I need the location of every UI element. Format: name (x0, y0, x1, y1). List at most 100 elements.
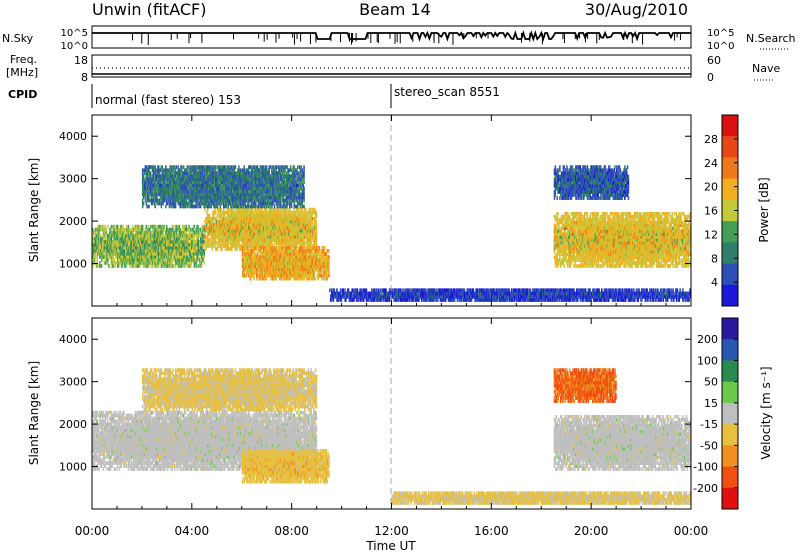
power-echo-cell (169, 236, 171, 241)
power-echo-cell (154, 174, 156, 178)
power-echo-cell (186, 186, 188, 191)
power-echo-cell (161, 174, 163, 178)
power-echo-cell (256, 192, 259, 197)
power-echo-cell (279, 180, 281, 185)
power-echo-cell (254, 235, 256, 239)
power-echo-cell (121, 239, 123, 244)
power-echo-cell (196, 186, 198, 191)
power-echo-cell (213, 201, 215, 206)
power-echo-cell (208, 204, 211, 209)
power-echo-cell (221, 177, 223, 182)
power-echo-cell (201, 249, 204, 253)
power-echo-cell (247, 216, 249, 221)
power-echo-cell (238, 192, 240, 197)
power-echo-cell (216, 195, 219, 200)
power-echo-cell (231, 226, 233, 230)
power-echo-cell (222, 198, 224, 203)
power-echo-cell (174, 227, 177, 232)
power-echo-cell (158, 233, 160, 238)
power-echo-cell (151, 168, 154, 172)
power-echo-cell (224, 235, 227, 239)
power-echo-cell (117, 236, 119, 241)
power-echo-cell (156, 239, 158, 244)
power-echo-cell (97, 236, 99, 241)
power-echo-cell (265, 168, 268, 172)
power-echo-cell (125, 258, 127, 262)
power-echo-cell (197, 189, 199, 194)
power-echo-cell (191, 168, 194, 172)
power-echo-cell (218, 235, 221, 239)
power-echo-cell (296, 229, 298, 233)
power-echo-cell (157, 264, 159, 268)
power-echo-cell (213, 183, 215, 188)
power-echo-cell (177, 174, 180, 178)
power-echo-cell (199, 239, 202, 244)
power-echo-cell (187, 242, 189, 247)
power-echo-cell (218, 213, 221, 218)
power-echo-cell (196, 165, 198, 169)
power-echo-cell (289, 219, 291, 224)
power-echo-cell (209, 189, 212, 194)
power-echo-cell (171, 227, 173, 232)
power-echo-cell (234, 180, 237, 185)
power-echo-cell (311, 229, 313, 233)
power-echo-cell (188, 233, 190, 238)
power-echo-cell (100, 255, 102, 259)
power-echo-cell (287, 229, 289, 233)
power-echo-cell (118, 233, 121, 238)
power-echo-cell (255, 183, 257, 188)
power-echo-cell (166, 264, 168, 268)
power-echo-cell (120, 224, 122, 229)
power-echo-cell (261, 195, 263, 200)
power-echo-cell (211, 241, 213, 245)
power-echo-cell (279, 222, 281, 227)
power-echo-cell (229, 238, 231, 242)
power-echo-cell (249, 226, 252, 230)
power-echo-cell (235, 177, 237, 182)
power-echo-cell (96, 246, 98, 250)
power-echo-cell (277, 207, 279, 212)
power-echo-cell (176, 252, 179, 256)
power-echo-cell (169, 227, 171, 232)
power-echo-cell (278, 229, 280, 233)
freq-label: Freq. (10, 53, 37, 66)
power-echo-cell (243, 232, 245, 236)
power-echo-cell (277, 186, 279, 191)
power-echo-cell (270, 210, 272, 215)
power-echo-cell (302, 238, 304, 242)
power-echo-cell (190, 165, 193, 169)
power-echo-cell (221, 210, 223, 215)
power-echo-cell (174, 183, 177, 188)
power-echo-cell (183, 252, 186, 256)
power-echo-cell (193, 180, 196, 185)
power-echo-cell (251, 192, 254, 197)
power-echo-cell (208, 171, 211, 175)
power-echo-cell (310, 226, 312, 230)
power-echo-cell (265, 235, 268, 239)
power-echo-cell (294, 229, 296, 233)
power-echo-cell (136, 258, 139, 262)
power-echo-cell (259, 165, 262, 169)
power-echo-cell (247, 183, 249, 188)
power-echo-cell (221, 244, 223, 248)
power-echo-cell (298, 229, 301, 233)
power-echo-cell (207, 222, 209, 227)
power-echo-cell (149, 236, 152, 241)
power-echo-cell (243, 238, 245, 242)
power-echo-cell (113, 246, 115, 250)
power-echo-cell (148, 192, 150, 197)
power-echo-cell (264, 165, 267, 169)
power-echo-cell (185, 252, 188, 256)
power-echo-cell (239, 232, 241, 236)
power-echo-cell (165, 165, 167, 169)
power-echo-cell (130, 261, 132, 265)
power-echo-cell (216, 177, 219, 182)
power-echo-cell (229, 241, 231, 245)
power-echo-cell (256, 198, 258, 203)
power-echo-cell (244, 198, 246, 203)
power-echo-cell (207, 229, 210, 233)
power-echo-cell (229, 210, 231, 215)
power-echo-cell (227, 216, 229, 221)
power-echo-cell (227, 219, 229, 224)
power-echo-cell (113, 252, 115, 256)
